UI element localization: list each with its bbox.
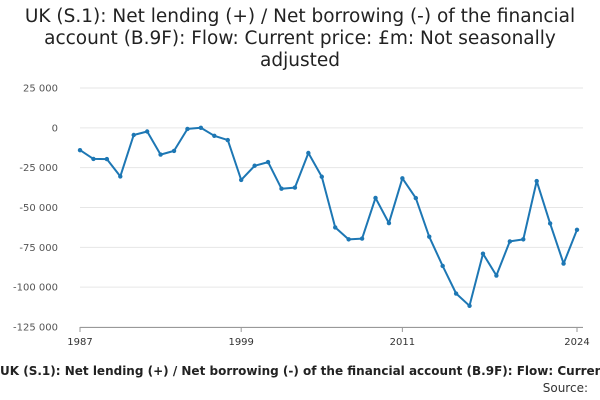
data-point[interactable]	[104, 156, 110, 162]
data-point[interactable]	[547, 221, 553, 226]
data-point[interactable]	[359, 236, 365, 241]
chart-title: UK (S.1): Net lending (+) / Net borrowin…	[24, 6, 576, 71]
data-point[interactable]	[333, 225, 338, 230]
data-point[interactable]	[346, 237, 351, 242]
data-point[interactable]	[238, 177, 244, 183]
data-point[interactable]	[91, 156, 96, 162]
data-point[interactable]	[386, 220, 392, 226]
data-point[interactable]	[185, 126, 190, 132]
x-tick-label: 2024	[564, 337, 589, 348]
gridlines	[80, 87, 583, 328]
x-axis-label: UK (S.1): Net lending (+) / Net borrowin…	[0, 364, 600, 378]
data-point[interactable]	[373, 195, 378, 201]
y-tick-label: -100 000	[13, 283, 58, 294]
data-point[interactable]	[212, 133, 217, 138]
data-point[interactable]	[252, 163, 257, 168]
data-point[interactable]	[561, 261, 566, 266]
x-tick-label: 1999	[228, 337, 253, 348]
data-point[interactable]	[319, 174, 324, 179]
series-line[interactable]	[79, 126, 578, 307]
data-point[interactable]	[453, 291, 459, 296]
x-axis-label-container: UK (S.1): Net lending (+) / Net borrowin…	[0, 364, 600, 378]
data-point[interactable]	[279, 186, 284, 191]
data-point[interactable]	[400, 176, 405, 181]
data-point[interactable]	[158, 152, 163, 157]
data-point[interactable]	[144, 129, 150, 134]
y-tick-label: 25 000	[23, 84, 58, 95]
data-point[interactable]	[440, 263, 445, 269]
y-tick-label: -25 000	[19, 163, 58, 174]
data-point[interactable]	[507, 239, 513, 244]
data-point[interactable]	[198, 125, 204, 131]
x-tick-label: 2011	[390, 337, 415, 348]
data-point[interactable]	[413, 195, 419, 201]
data-point[interactable]	[534, 178, 539, 184]
x-tick-label: 1987	[67, 337, 92, 348]
data-point[interactable]	[265, 159, 271, 165]
data-point[interactable]	[77, 147, 83, 153]
data-point[interactable]	[521, 237, 526, 242]
data-point[interactable]	[574, 227, 580, 233]
data-point[interactable]	[467, 303, 472, 309]
source-label: Source:	[542, 381, 588, 395]
data-point[interactable]	[225, 137, 230, 143]
data-point[interactable]	[118, 174, 123, 179]
data-point[interactable]	[494, 273, 499, 278]
data-point[interactable]	[131, 132, 136, 138]
series[interactable]	[77, 125, 580, 309]
x-axis	[79, 327, 583, 332]
data-point[interactable]	[306, 150, 311, 156]
data-point[interactable]	[171, 148, 177, 154]
data-point[interactable]	[480, 251, 486, 256]
y-tick-label: 0	[52, 123, 58, 134]
data-point[interactable]	[427, 234, 432, 239]
x-axis-tick-labels: 1987 1999 2011 2024	[67, 337, 589, 348]
y-tick-label: -125 000	[13, 323, 58, 334]
y-tick-label: -50 000	[19, 203, 58, 214]
data-point[interactable]	[292, 185, 298, 190]
y-tick-label: -75 000	[19, 243, 58, 254]
y-axis-tick-labels: 25 000 0 -25 000 -50 000 -75 000 -100 000 -125…	[13, 84, 58, 334]
